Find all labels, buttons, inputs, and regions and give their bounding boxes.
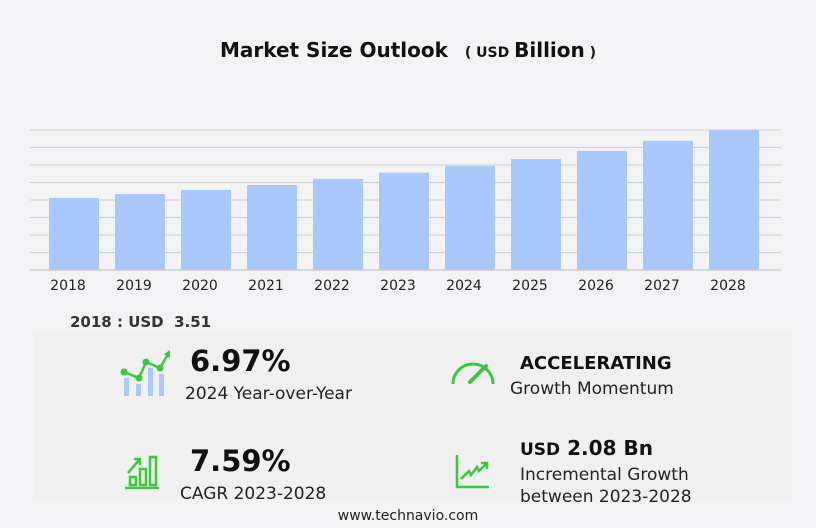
cagr-value: 7.59% xyxy=(190,444,291,478)
footer-link[interactable]: www.technavio.com xyxy=(337,508,479,524)
title-text: Market Size Outlook xyxy=(219,38,448,62)
bar-2028 xyxy=(709,130,759,270)
bar-2020 xyxy=(181,189,231,270)
x-tick-label: 2021 xyxy=(248,278,284,294)
bar-2021 xyxy=(247,185,297,270)
momentum-value: ACCELERATING xyxy=(520,353,672,374)
base-year-label: 2018 : USD xyxy=(70,313,164,331)
incremental-number: 2.08 Bn xyxy=(567,436,653,460)
bar-2026 xyxy=(577,150,627,270)
bar-chart: 2018 2019 2020 2021 2022 2023 2024 2025 2026 2027… xyxy=(30,129,781,294)
x-tick-label: 2025 xyxy=(512,278,548,294)
base-year-number: 3.51 xyxy=(174,313,212,331)
base-year-value: 2018 : USD 3.51 xyxy=(70,313,211,331)
x-tick-label: 2023 xyxy=(380,278,416,294)
x-tick-label: 2020 xyxy=(182,278,218,294)
bar-2027 xyxy=(643,140,693,270)
yoy-value: 6.97% xyxy=(190,344,291,378)
incremental-label: Incremental Growth xyxy=(520,465,689,485)
incremental-period: between 2023-2028 xyxy=(520,487,692,507)
growth-chart-icon xyxy=(120,350,170,396)
bar-growth-icon xyxy=(125,455,159,489)
bar-2023 xyxy=(379,172,429,270)
yoy-label: 2024 Year-over-Year xyxy=(185,384,352,404)
unit-prefix: USD xyxy=(476,45,510,61)
x-tick-label: 2018 xyxy=(50,278,86,294)
unit-text: Billion xyxy=(514,38,585,62)
momentum-label: Growth Momentum xyxy=(510,379,674,399)
x-tick-label: 2026 xyxy=(578,278,614,294)
bar-2019 xyxy=(115,194,165,270)
incremental-value: USD 2.08 Bn xyxy=(520,436,653,460)
bar-2018 xyxy=(49,197,99,270)
x-tick-label: 2028 xyxy=(710,278,746,294)
bar-2022 xyxy=(313,178,363,270)
incremental-prefix: USD xyxy=(520,440,561,460)
x-tick-label: 2027 xyxy=(644,278,680,294)
kpi-panel xyxy=(34,332,792,498)
bar-2025 xyxy=(511,158,561,270)
trend-line-icon xyxy=(455,455,489,489)
x-tick-label: 2019 xyxy=(116,278,152,294)
x-tick-label: 2022 xyxy=(314,278,350,294)
title-unit: ( USD Billion ) xyxy=(464,38,597,62)
bar-2024 xyxy=(445,165,495,270)
cagr-label: CAGR 2023-2028 xyxy=(180,484,327,504)
chart-title: Market Size Outlook ( USD Billion ) xyxy=(0,38,816,62)
speedometer-icon xyxy=(451,362,495,385)
x-tick-label: 2024 xyxy=(446,278,482,294)
